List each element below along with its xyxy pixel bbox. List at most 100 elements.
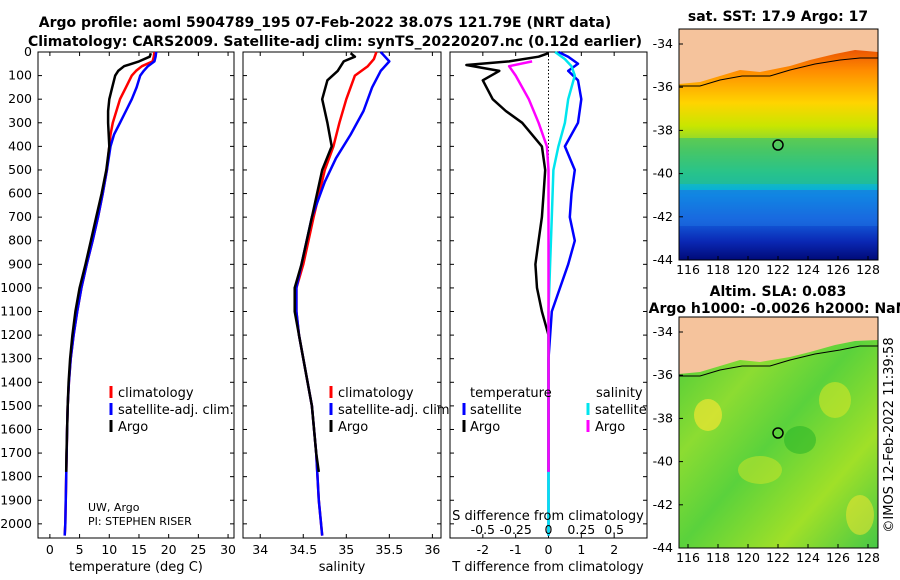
argo-location-marker bbox=[772, 139, 784, 151]
salinity-plot-frame bbox=[242, 51, 442, 539]
series-line-argo bbox=[64, 52, 152, 472]
difference-legend: temperature satellite Argo salinity sate… bbox=[462, 386, 647, 435]
x-tick-label: 15 bbox=[131, 542, 147, 557]
sla-map-title-line1: Altim. SLA: 0.083 bbox=[710, 284, 847, 300]
temperature-axis-ticks: 0 5 10 15 20 25 30 bbox=[46, 52, 236, 557]
lon-tick-label: 122 bbox=[766, 262, 790, 277]
sla-anomaly-high bbox=[738, 456, 782, 484]
lat-tick-label: -42 bbox=[653, 497, 673, 512]
lon-tick-label: 126 bbox=[826, 550, 850, 565]
temperature-plot-frame bbox=[37, 51, 235, 539]
lat-tick-label: -38 bbox=[653, 122, 673, 137]
salinity-legend: climatology satellite-adj. clim. Argo bbox=[329, 386, 454, 435]
x-tick-label: 0 bbox=[46, 542, 54, 557]
lon-tick-label: 122 bbox=[766, 550, 790, 565]
x-tick-label: 35 bbox=[338, 542, 354, 557]
x2-tick-label: 0 bbox=[545, 522, 553, 537]
legend-title-salinity: salinity bbox=[596, 386, 643, 401]
legend-label-temp-satellite: satellite bbox=[470, 403, 522, 418]
lat-tick-label: -36 bbox=[653, 79, 673, 94]
x-tick-label: 0 bbox=[545, 542, 553, 557]
sla-anomaly-high bbox=[846, 495, 874, 535]
x-tick-label: 34 bbox=[252, 542, 268, 557]
imos-watermark: ©IMOS 12-Feb-2022 11:39:58 bbox=[882, 337, 897, 532]
y-tick-label: 600 bbox=[8, 186, 32, 201]
legend-label-temp-argo: Argo bbox=[470, 420, 500, 435]
temperature-difference-axis-label: T difference from climatology bbox=[451, 560, 644, 575]
y-tick-label: 800 bbox=[8, 233, 32, 248]
legend-label-sal-argo: Argo bbox=[595, 420, 625, 435]
lon-tick-label: 116 bbox=[676, 262, 700, 277]
y-tick-label: 300 bbox=[8, 115, 32, 130]
lat-tick-label: -44 bbox=[653, 252, 673, 267]
temperature-legend: climatology satellite-adj. clim. Argo bbox=[109, 386, 234, 435]
sla-lon-ticks: 116 118 120 122 124 126 128 bbox=[676, 544, 880, 565]
sla-depth-contour bbox=[679, 345, 878, 377]
credit-pi: PI: STEPHEN RISER bbox=[88, 515, 192, 528]
sst-depth-contour bbox=[679, 57, 878, 87]
y-tick-label: 1700 bbox=[0, 445, 32, 460]
lat-tick-label: -40 bbox=[653, 454, 673, 469]
y-tick-label: 0 bbox=[24, 44, 32, 59]
lon-tick-label: 120 bbox=[736, 262, 760, 277]
y-tick-label: 100 bbox=[8, 68, 32, 83]
lon-tick-label: 116 bbox=[676, 550, 700, 565]
series-line-temperature-argo bbox=[465, 52, 550, 472]
y-tick-label: 1800 bbox=[0, 469, 32, 484]
x-tick-label: 20 bbox=[161, 542, 177, 557]
salinity-difference-ticks: -0.5 -0.25 0 0.25 0.5 bbox=[471, 522, 624, 537]
x2-tick-label: -0.5 bbox=[471, 522, 495, 537]
x-tick-label: 10 bbox=[101, 542, 117, 557]
lat-tick-label: -42 bbox=[653, 209, 673, 224]
x-tick-label: 2 bbox=[610, 542, 618, 557]
difference-series bbox=[465, 50, 583, 536]
y-tick-label: 1600 bbox=[0, 421, 32, 436]
salinity-axis-ticks: 34 34.5 35 35.5 36 bbox=[252, 52, 440, 557]
difference-axis-ticks: -2 -1 0 1 2 bbox=[477, 52, 618, 557]
lon-tick-label: 124 bbox=[796, 550, 820, 565]
series-line-salinity-argo bbox=[507, 60, 550, 472]
difference-pressure-ticks bbox=[450, 51, 647, 525]
lat-tick-label: -38 bbox=[653, 410, 673, 425]
lat-tick-label: -36 bbox=[653, 367, 673, 382]
sst-band-cool bbox=[679, 190, 878, 226]
lon-tick-label: 118 bbox=[706, 550, 730, 565]
lat-tick-label: -34 bbox=[653, 324, 673, 339]
lat-tick-label: -34 bbox=[653, 36, 673, 51]
series-line-salinity-satellite bbox=[547, 50, 577, 536]
sst-lat-ticks: -34 -36 -38 -40 -42 -44 bbox=[653, 36, 683, 267]
sla-map: -34 -36 -38 -40 -42 -44 116 118 120 122 124 126 128 bbox=[653, 316, 880, 565]
difference-panel: -2 -1 0 1 2 S difference from climatology -0… bbox=[449, 50, 648, 575]
sst-map: -34 -36 -38 -40 -42 -44 116 118 120 122 124 126 128 bbox=[653, 28, 880, 277]
figure-title-line1: Argo profile: aoml 5904789_195 07-Feb-20… bbox=[39, 15, 611, 31]
lon-tick-label: 120 bbox=[736, 550, 760, 565]
legend-label-satellite: satellite-adj. clim. bbox=[338, 403, 454, 418]
temperature-profile-panel: 0100200300400500600700800900100011001200… bbox=[0, 44, 236, 575]
lat-tick-label: -44 bbox=[653, 540, 673, 555]
y-tick-label: 400 bbox=[8, 138, 32, 153]
x-tick-label: 25 bbox=[190, 542, 206, 557]
credit-institution: UW, Argo bbox=[88, 501, 140, 514]
lon-tick-label: 124 bbox=[796, 262, 820, 277]
y-tick-label: 2000 bbox=[0, 516, 32, 531]
x-tick-label: -2 bbox=[477, 542, 489, 557]
x2-tick-label: 0.25 bbox=[567, 522, 595, 537]
x2-tick-label: -0.25 bbox=[499, 522, 531, 537]
legend-label-satellite: satellite-adj. clim. bbox=[118, 403, 234, 418]
temperature-series bbox=[63, 51, 158, 536]
sst-land-mask bbox=[679, 29, 878, 84]
pressure-axis-ticks: 0 100 200 300 400 500 600 700 800 900 1000 1100 1200… bbox=[0, 44, 234, 531]
figure-title-line2: Climatology: CARS2009. Satellite-adj cli… bbox=[28, 34, 642, 50]
salinity-profile-panel: 34 34.5 35 35.5 36 salinity climatology sate… bbox=[242, 51, 454, 575]
sst-lon-ticks: 116 118 120 122 124 126 128 bbox=[676, 256, 880, 277]
argo-location-marker bbox=[772, 427, 784, 439]
sla-land-mask bbox=[679, 317, 878, 374]
sla-anomaly-high bbox=[819, 382, 851, 418]
sla-anomaly-low bbox=[784, 426, 816, 454]
y-tick-label: 1400 bbox=[0, 374, 32, 389]
x-tick-label: 35.5 bbox=[375, 542, 403, 557]
lat-tick-label: -40 bbox=[653, 166, 673, 181]
lon-tick-label: 118 bbox=[706, 262, 730, 277]
